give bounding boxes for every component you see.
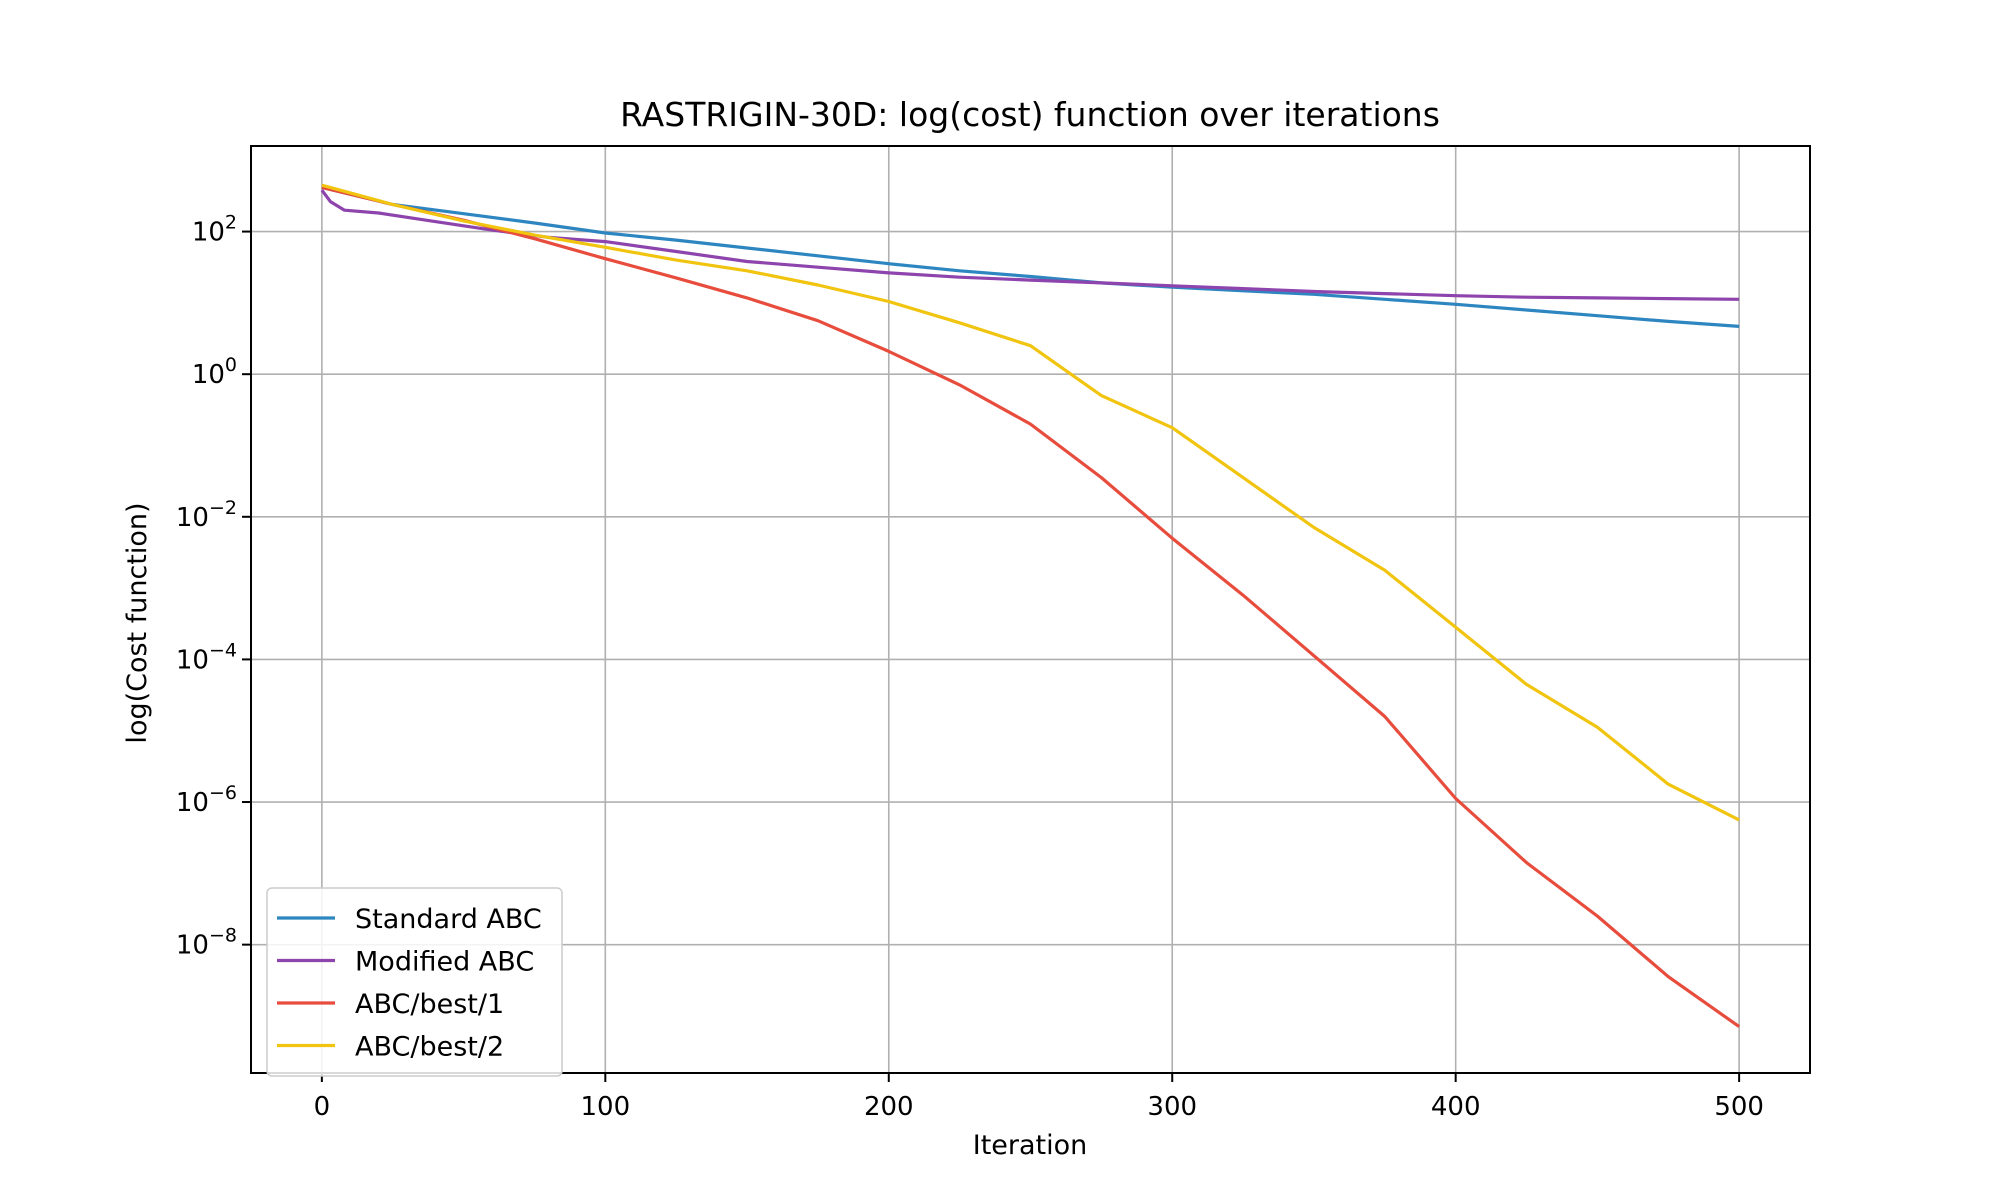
series-line-abc-best-2 bbox=[321, 183, 1740, 822]
x-tick-label: 500 bbox=[1714, 1092, 1764, 1122]
x-tick-label: 200 bbox=[864, 1092, 914, 1122]
x-tick-label: 100 bbox=[580, 1092, 630, 1122]
plot-frame bbox=[250, 145, 1811, 1074]
x-axis-label: Iteration bbox=[973, 1130, 1088, 1161]
legend-label: ABC/best/2 bbox=[355, 1032, 504, 1063]
y-tick-label: 10−4 bbox=[176, 639, 237, 675]
legend-label: ABC/best/1 bbox=[355, 989, 504, 1020]
x-tick-label: 0 bbox=[314, 1092, 331, 1122]
legend-box bbox=[266, 887, 563, 1077]
x-tick-label: 400 bbox=[1431, 1092, 1481, 1122]
y-tick-label: 100 bbox=[192, 354, 237, 390]
legend: Standard ABC Modified ABC ABC/best/1 ABC/be… bbox=[266, 887, 563, 1077]
series-line-modified-abc bbox=[320, 189, 1740, 301]
series-lines bbox=[320, 183, 1741, 1028]
series-line-abc-best-1 bbox=[321, 185, 1741, 1028]
axes bbox=[250, 145, 1811, 1074]
legend-label: Modified ABC bbox=[355, 947, 534, 978]
y-tick-label: 10−8 bbox=[176, 925, 237, 961]
y-axis-label: log(Cost function) bbox=[122, 502, 153, 743]
y-tick-label: 10−6 bbox=[176, 782, 237, 818]
y-tick-label: 10−2 bbox=[176, 497, 237, 533]
y-tick-label: 102 bbox=[192, 212, 237, 248]
series-line-standard-abc bbox=[321, 185, 1740, 328]
x-tick-label: 300 bbox=[1147, 1092, 1197, 1122]
chart-title: RASTRIGIN-30D: log(cost) function over i… bbox=[620, 95, 1440, 134]
legend-label: Standard ABC bbox=[355, 904, 542, 935]
ticks: 0 100 200 300 400 500 102 100 10−2 10−4 10−6 10−8 bbox=[176, 212, 1764, 1122]
